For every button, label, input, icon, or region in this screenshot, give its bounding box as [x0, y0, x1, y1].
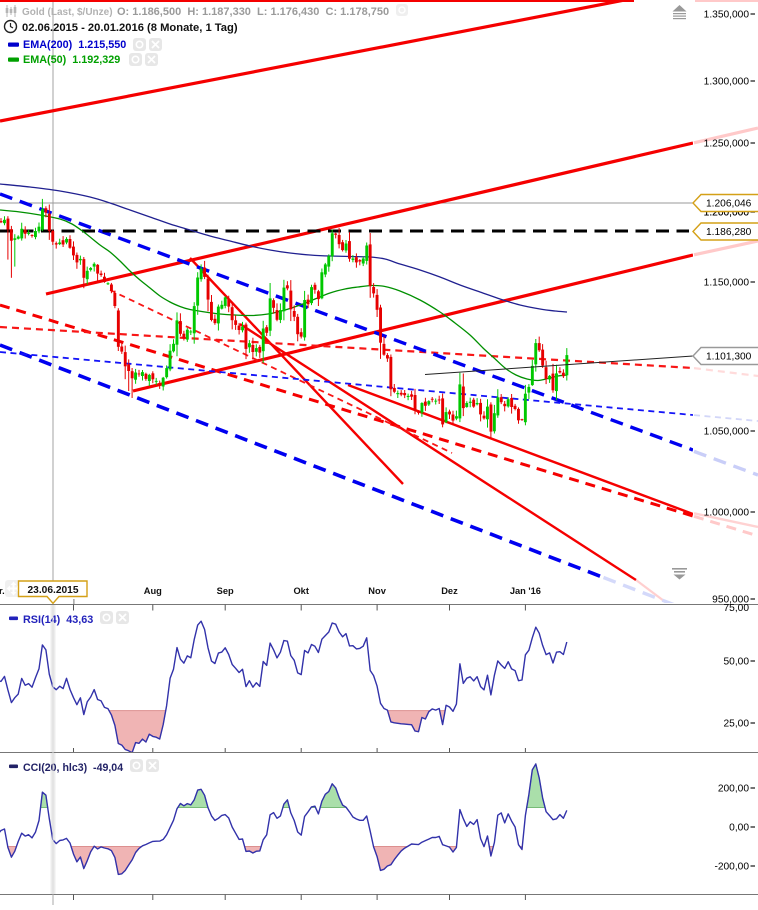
- svg-text:1.200,000: 1.200,000: [704, 208, 750, 219]
- svg-text:1.200,000: 1.200,000: [704, 208, 750, 219]
- svg-text:EMA(200) 1.215,550: EMA(200) 1.215,550: [23, 39, 126, 51]
- svg-text:1.250,000: 1.250,000: [704, 139, 750, 150]
- svg-text:r.: r.: [0, 586, 5, 596]
- svg-text:Aug: Aug: [144, 586, 162, 596]
- svg-text:Sep: Sep: [217, 586, 234, 596]
- svg-text:1.206,046: 1.206,046: [706, 199, 752, 210]
- svg-text:1.300,000: 1.300,000: [704, 77, 750, 88]
- svg-text:-200,00: -200,00: [714, 862, 749, 873]
- svg-text:02.06.2015 - 20.01.2016 (8 Mon: 02.06.2015 - 20.01.2016 (8 Monate, 1 Tag…: [22, 22, 238, 34]
- svg-text:Okt: Okt: [293, 586, 309, 596]
- svg-text:1.186,280: 1.186,280: [706, 227, 752, 238]
- svg-text:1.150,000: 1.150,000: [704, 278, 750, 289]
- svg-text:1.101,300: 1.101,300: [706, 352, 752, 363]
- svg-text:Gold (Last, $/Unze): Gold (Last, $/Unze): [22, 7, 113, 18]
- svg-text:Dez: Dez: [441, 586, 458, 596]
- svg-text:0,00: 0,00: [729, 823, 749, 834]
- svg-text:50,00: 50,00: [724, 657, 750, 668]
- svg-text:1.350,000: 1.350,000: [704, 10, 750, 21]
- svg-text:O: 1.186,500 H: 1.187,330 L:: O: 1.186,500 H: 1.187,330 L: 1.176,430 C…: [117, 6, 389, 18]
- svg-text:950,000: 950,000: [712, 595, 749, 606]
- svg-text:75,00: 75,00: [724, 603, 750, 614]
- svg-text:RSI(14) 43,63: RSI(14) 43,63: [23, 614, 93, 626]
- svg-text:CCI(20, hlc3) -49,04: CCI(20, hlc3) -49,04: [23, 762, 123, 774]
- svg-text:EMA(50) 1.192,329: EMA(50) 1.192,329: [23, 54, 120, 66]
- svg-text:23.06.2015: 23.06.2015: [28, 585, 79, 596]
- svg-text:1.000,000: 1.000,000: [704, 508, 750, 519]
- svg-text:Nov: Nov: [368, 586, 386, 596]
- svg-text:Jan '16: Jan '16: [510, 586, 541, 596]
- svg-text:1.050,000: 1.050,000: [704, 427, 750, 438]
- svg-text:200,00: 200,00: [718, 784, 749, 795]
- svg-text:25,00: 25,00: [724, 719, 750, 730]
